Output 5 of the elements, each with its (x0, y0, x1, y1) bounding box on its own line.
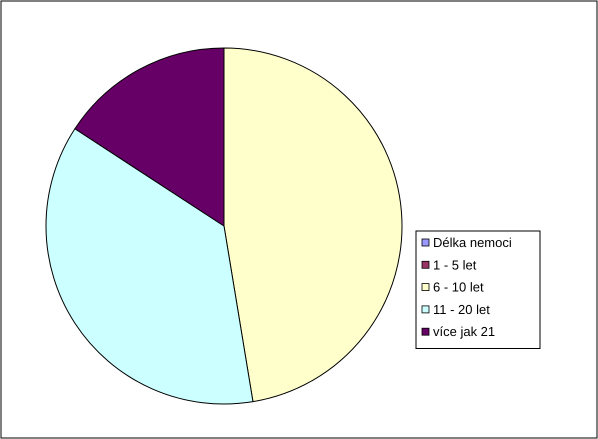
legend-label: Délka nemoci (433, 235, 512, 250)
legend-label: 1 - 5 let (433, 257, 477, 272)
legend-label: více jak 21 (433, 324, 496, 340)
legend-label: 11 - 20 let (433, 302, 490, 317)
legend-label: 6 - 10 let (433, 280, 484, 295)
